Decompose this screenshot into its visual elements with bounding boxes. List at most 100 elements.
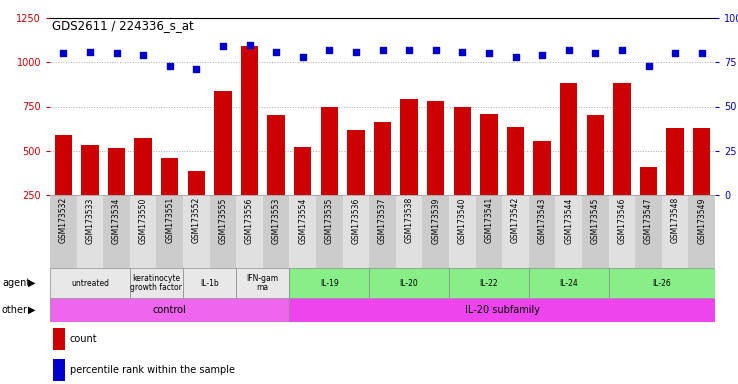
Text: IL-22: IL-22 (480, 278, 498, 288)
Bar (53, 359, 65, 381)
Bar (396, 195, 422, 268)
Point (430, 47, 441, 53)
Bar (635, 195, 662, 268)
Point (669, 50, 681, 56)
Bar (77, 195, 103, 268)
Bar (289, 195, 316, 268)
Point (643, 63, 655, 69)
Text: GDS2611 / 224336_s_at: GDS2611 / 224336_s_at (52, 19, 194, 32)
Bar (401, 99, 418, 239)
Text: GSM173534: GSM173534 (112, 197, 121, 243)
Bar (609, 195, 635, 268)
Text: GSM173549: GSM173549 (697, 197, 706, 243)
Text: GSM173551: GSM173551 (165, 197, 174, 243)
Bar (50, 298, 289, 322)
Bar (613, 83, 630, 239)
Text: GSM173556: GSM173556 (245, 197, 254, 243)
Bar (689, 195, 715, 268)
Text: other: other (2, 305, 28, 315)
Text: IL-1b: IL-1b (200, 278, 219, 288)
Bar (427, 101, 444, 239)
Bar (267, 115, 285, 239)
Text: GSM173550: GSM173550 (139, 197, 148, 243)
Point (217, 43, 229, 50)
Bar (556, 195, 582, 268)
Bar (130, 268, 183, 298)
Point (483, 50, 494, 56)
Bar (640, 167, 657, 239)
Bar (374, 122, 391, 239)
Bar (316, 195, 342, 268)
Bar (241, 46, 258, 239)
Text: ▶: ▶ (28, 278, 35, 288)
Bar (263, 195, 289, 268)
Text: IL-20 subfamily: IL-20 subfamily (465, 305, 539, 315)
Point (510, 54, 522, 60)
Bar (348, 129, 365, 239)
Point (403, 47, 415, 53)
Text: GSM173536: GSM173536 (351, 197, 360, 243)
Text: GSM173545: GSM173545 (591, 197, 600, 243)
Text: IL-20: IL-20 (400, 278, 418, 288)
Bar (183, 268, 236, 298)
Bar (534, 141, 551, 239)
Bar (507, 127, 524, 239)
Bar (130, 195, 156, 268)
Point (244, 41, 255, 48)
Bar (449, 268, 529, 298)
Bar (236, 195, 263, 268)
Bar (480, 114, 497, 239)
Text: GSM173540: GSM173540 (458, 197, 467, 243)
Text: IFN-gam
ma: IFN-gam ma (246, 274, 279, 292)
Bar (369, 268, 449, 298)
Text: GSM173538: GSM173538 (404, 197, 413, 243)
Text: percentile rank within the sample: percentile rank within the sample (70, 365, 235, 376)
Text: GSM173532: GSM173532 (59, 197, 68, 243)
Bar (210, 195, 236, 268)
Text: control: control (153, 305, 187, 315)
Text: IL-24: IL-24 (559, 278, 578, 288)
Bar (582, 195, 609, 268)
Text: GSM173544: GSM173544 (564, 197, 573, 243)
Text: GSM173552: GSM173552 (192, 197, 201, 243)
Bar (50, 268, 130, 298)
Bar (55, 135, 72, 239)
Point (456, 48, 468, 55)
Text: GSM173537: GSM173537 (378, 197, 387, 243)
Text: GSM173543: GSM173543 (537, 197, 547, 243)
Point (297, 54, 308, 60)
Point (376, 47, 388, 53)
Point (537, 52, 548, 58)
Text: IL-26: IL-26 (652, 278, 671, 288)
Text: keratinocyte
growth factor: keratinocyte growth factor (131, 274, 182, 292)
Bar (454, 106, 471, 239)
Bar (502, 195, 529, 268)
Text: GSM173548: GSM173548 (671, 197, 680, 243)
Point (164, 63, 176, 69)
Bar (529, 268, 609, 298)
Bar (529, 195, 556, 268)
Point (323, 47, 335, 53)
Bar (108, 148, 125, 239)
Text: GSM173554: GSM173554 (298, 197, 307, 243)
Bar (289, 268, 369, 298)
Bar (693, 128, 711, 239)
Text: GSM173542: GSM173542 (511, 197, 520, 243)
Bar (236, 268, 289, 298)
Bar (666, 128, 683, 239)
Bar (587, 115, 604, 239)
Point (270, 48, 282, 55)
Bar (320, 106, 338, 239)
Bar (475, 195, 502, 268)
Bar (560, 83, 577, 239)
Text: GSM173533: GSM173533 (86, 197, 94, 243)
Bar (187, 171, 205, 239)
Bar (449, 195, 475, 268)
Text: IL-19: IL-19 (320, 278, 339, 288)
Bar (81, 146, 99, 239)
Bar (214, 91, 232, 239)
Bar (183, 195, 210, 268)
Bar (103, 195, 130, 268)
Point (137, 52, 149, 58)
Bar (156, 195, 183, 268)
